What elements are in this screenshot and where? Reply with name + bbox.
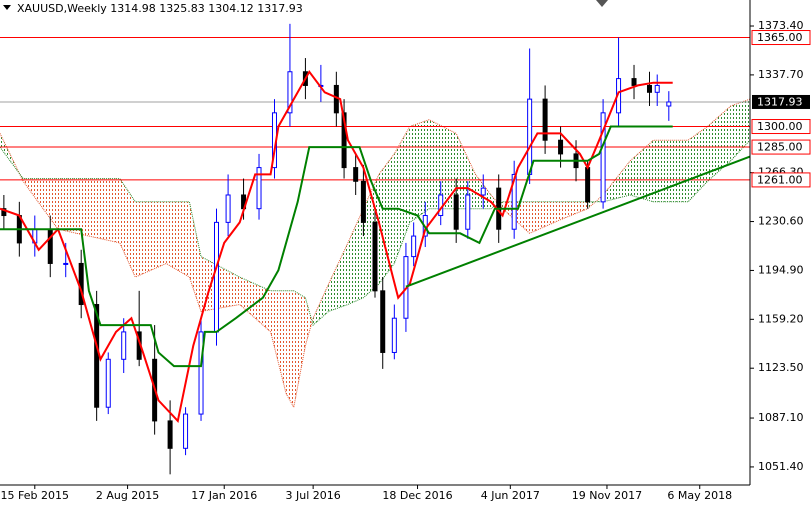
cloud-segment: [270, 290, 287, 394]
cloud-segment: [707, 106, 731, 182]
y-tick-label: 1337.70: [758, 68, 804, 81]
cloud-segment: [630, 140, 654, 202]
candle-body: [380, 290, 386, 353]
candle-body: [47, 228, 53, 264]
level-label-box: [751, 139, 811, 155]
cloud-segment: [286, 290, 294, 408]
candle-body: [542, 98, 548, 141]
level-label: 1261.00: [757, 173, 803, 186]
level-label-box: [751, 172, 811, 188]
candle-body: [225, 194, 231, 223]
indicator-line: [0, 69, 673, 423]
y-tick-label: 1159.20: [758, 312, 804, 325]
candle-body: [480, 187, 486, 196]
candle-body: [391, 317, 397, 353]
candle-body: [213, 221, 219, 333]
y-tick-label: 1194.90: [758, 263, 804, 276]
candle-body: [121, 331, 127, 360]
candle-body: [465, 194, 471, 230]
cloud-segment: [58, 178, 120, 243]
x-tick-label: 4 Jun 2017: [481, 489, 540, 502]
cloud-segment: [529, 201, 561, 234]
candle-body: [360, 180, 366, 223]
x-tick-label: 15 Feb 2015: [1, 489, 69, 502]
candle-body: [372, 221, 378, 292]
candle-body: [256, 167, 262, 210]
candle-body: [453, 194, 459, 230]
cloud-segment: [653, 140, 689, 202]
x-tick-label: 3 Jul 2016: [286, 489, 341, 502]
cloud-segment: [730, 99, 750, 161]
y-tick-label: 1123.50: [758, 361, 804, 374]
indicator-line: [0, 125, 673, 368]
cloud-segment: [305, 297, 314, 346]
cloud-segment: [328, 242, 348, 312]
cloud-segment: [560, 201, 588, 220]
candle-body: [105, 358, 111, 408]
x-tick-label: 2 Aug 2015: [96, 489, 159, 502]
shift-marker: [596, 0, 608, 7]
candle-body: [511, 173, 517, 230]
menu-arrow[interactable]: [3, 5, 11, 10]
plot-area: [0, 23, 750, 475]
y-tick-label: 1373.40: [758, 19, 804, 32]
last-price-box: [752, 94, 810, 109]
candle-body: [666, 101, 672, 107]
cloud-segment: [166, 201, 190, 278]
candle-body: [558, 139, 564, 155]
candle-body: [353, 167, 359, 182]
x-tick-label: 6 May 2018: [667, 489, 732, 502]
candle-body: [341, 112, 347, 169]
level-label: 1285.00: [757, 141, 803, 154]
cloud-segment: [313, 284, 329, 326]
level-label: 1300.00: [757, 120, 803, 133]
y-tick-label: 1230.60: [758, 215, 804, 228]
cloud-segment: [429, 119, 457, 209]
cloud-segment: [201, 256, 240, 312]
candle-body: [198, 331, 204, 415]
level-label: 1365.00: [757, 31, 803, 44]
axis-gutter: 1373.401337.701266.301230.601194.901159.…: [750, 19, 811, 473]
cloud-segment: [293, 290, 306, 408]
candle-body: [631, 78, 637, 86]
candle-body: [167, 420, 173, 449]
cloud-segment: [135, 201, 167, 278]
candle-body: [585, 167, 591, 203]
cloud-segment: [347, 208, 364, 305]
last-price-label: 1317.93: [757, 95, 803, 108]
cloud-segment: [189, 201, 201, 312]
x-tick-label: 17 Jan 2016: [191, 489, 257, 502]
cloud-span-a: [0, 98, 750, 409]
level-label-box: [751, 119, 811, 135]
candle-body: [411, 235, 417, 258]
candle-body: [63, 262, 69, 265]
cloud-segment: [23, 178, 58, 230]
cloud-segment: [688, 126, 708, 202]
chart-title: XAUUSD,Weekly 1314.98 1325.83 1304.12 13…: [17, 2, 303, 15]
candle-body: [600, 112, 606, 203]
candle-body: [527, 98, 533, 175]
cloud-segment: [394, 126, 410, 264]
candle-body: [287, 71, 293, 114]
cloud-segment: [119, 178, 136, 278]
trend-line: [405, 155, 750, 288]
x-tick-label: 18 Dec 2016: [382, 489, 452, 502]
y-tick-label: 1087.10: [758, 411, 804, 424]
x-tick-label: 19 Nov 2017: [572, 489, 642, 502]
candle-body: [654, 84, 660, 93]
candle-body: [333, 84, 339, 114]
candle-body: [1, 208, 7, 217]
cloud-segment: [378, 153, 395, 284]
y-tick-label: 1051.40: [758, 460, 804, 473]
level-label-box: [751, 30, 811, 46]
candle-body: [646, 84, 652, 93]
candle-body: [183, 413, 189, 449]
cloud-segment: [409, 119, 430, 223]
cloud-segment: [603, 160, 631, 202]
